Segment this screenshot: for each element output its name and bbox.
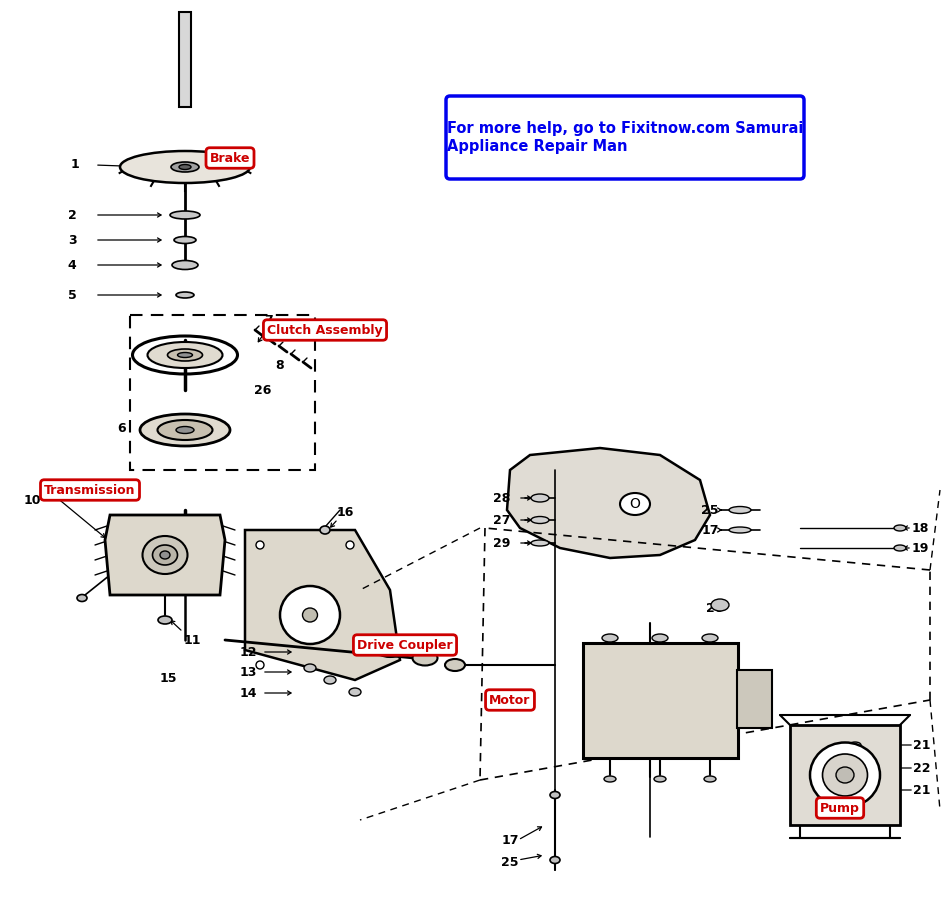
Ellipse shape: [176, 292, 194, 298]
Ellipse shape: [280, 586, 340, 644]
Ellipse shape: [176, 426, 194, 433]
Text: 3: 3: [68, 233, 77, 246]
Text: Motor: Motor: [489, 693, 531, 707]
Text: 7: 7: [264, 313, 272, 327]
Ellipse shape: [704, 776, 716, 782]
Ellipse shape: [160, 551, 170, 559]
Ellipse shape: [320, 526, 330, 534]
Ellipse shape: [445, 659, 465, 671]
Text: 20: 20: [707, 602, 724, 614]
Text: Brake: Brake: [210, 151, 251, 165]
Text: 28: 28: [493, 491, 511, 504]
Text: 17: 17: [701, 523, 719, 537]
Text: 27: 27: [493, 513, 511, 527]
Ellipse shape: [550, 792, 560, 798]
Ellipse shape: [170, 211, 200, 219]
Ellipse shape: [172, 261, 198, 270]
Ellipse shape: [304, 664, 316, 672]
Text: 25: 25: [701, 503, 719, 517]
Ellipse shape: [157, 420, 213, 440]
Text: 13: 13: [239, 665, 256, 679]
Text: 12: 12: [239, 645, 256, 659]
Ellipse shape: [171, 162, 199, 172]
Ellipse shape: [531, 494, 549, 502]
Ellipse shape: [412, 651, 437, 665]
Ellipse shape: [256, 661, 264, 669]
Text: O: O: [629, 497, 640, 511]
Text: 2: 2: [67, 208, 77, 222]
Polygon shape: [507, 448, 710, 558]
Text: 5: 5: [67, 289, 77, 301]
Bar: [130, 315, 315, 470]
Text: 11: 11: [184, 634, 201, 646]
Ellipse shape: [620, 493, 650, 515]
Ellipse shape: [531, 540, 549, 546]
Ellipse shape: [179, 165, 191, 169]
Ellipse shape: [143, 536, 187, 574]
Ellipse shape: [375, 639, 405, 657]
Bar: [737, 670, 772, 728]
Text: 6: 6: [117, 422, 127, 434]
Text: 18: 18: [911, 521, 929, 535]
Bar: [179, 12, 191, 107]
Text: 21: 21: [913, 784, 931, 796]
Ellipse shape: [256, 541, 264, 549]
Ellipse shape: [849, 787, 861, 793]
Polygon shape: [105, 515, 225, 595]
Text: Clutch Assembly: Clutch Assembly: [267, 323, 383, 337]
Text: 8: 8: [275, 358, 285, 371]
Ellipse shape: [303, 608, 318, 622]
Ellipse shape: [836, 767, 854, 783]
Text: 1: 1: [71, 158, 79, 172]
Text: 21: 21: [913, 738, 931, 751]
Ellipse shape: [604, 776, 616, 782]
FancyBboxPatch shape: [446, 96, 804, 179]
Ellipse shape: [702, 634, 718, 642]
Text: 29: 29: [493, 537, 511, 549]
Ellipse shape: [550, 856, 560, 863]
Ellipse shape: [178, 353, 192, 357]
Ellipse shape: [174, 236, 196, 243]
Text: Drive Coupler: Drive Coupler: [358, 639, 453, 652]
Ellipse shape: [652, 634, 668, 642]
Text: 17: 17: [501, 834, 518, 846]
Ellipse shape: [77, 595, 87, 602]
Ellipse shape: [729, 527, 751, 533]
Ellipse shape: [158, 616, 172, 624]
Ellipse shape: [324, 676, 336, 684]
Text: Transmission: Transmission: [44, 483, 135, 497]
Text: 26: 26: [254, 384, 272, 396]
Ellipse shape: [849, 742, 861, 748]
Ellipse shape: [849, 765, 861, 771]
Text: 22: 22: [913, 761, 931, 775]
Ellipse shape: [711, 599, 729, 611]
Ellipse shape: [810, 742, 880, 807]
Ellipse shape: [894, 525, 906, 531]
Text: 19: 19: [911, 541, 929, 555]
Ellipse shape: [167, 349, 202, 361]
Text: 10: 10: [24, 493, 41, 507]
Text: For more help, go to Fixitnow.com Samurai
Appliance Repair Man: For more help, go to Fixitnow.com Samura…: [447, 121, 803, 154]
Text: 25: 25: [501, 855, 518, 869]
Text: 14: 14: [239, 687, 256, 700]
Ellipse shape: [729, 507, 751, 513]
Ellipse shape: [602, 634, 618, 642]
Ellipse shape: [654, 776, 666, 782]
Text: 4: 4: [67, 259, 77, 272]
Ellipse shape: [894, 545, 906, 551]
Ellipse shape: [346, 541, 354, 549]
Polygon shape: [790, 725, 900, 825]
Ellipse shape: [531, 517, 549, 523]
Text: Pump: Pump: [820, 802, 860, 814]
Ellipse shape: [120, 151, 250, 183]
Bar: [583, 643, 738, 758]
Ellipse shape: [148, 342, 222, 368]
Polygon shape: [245, 530, 400, 680]
Text: 15: 15: [159, 672, 177, 684]
Ellipse shape: [349, 688, 361, 696]
Ellipse shape: [140, 414, 230, 446]
Ellipse shape: [822, 754, 867, 796]
Text: 16: 16: [337, 506, 354, 519]
Ellipse shape: [152, 545, 178, 565]
